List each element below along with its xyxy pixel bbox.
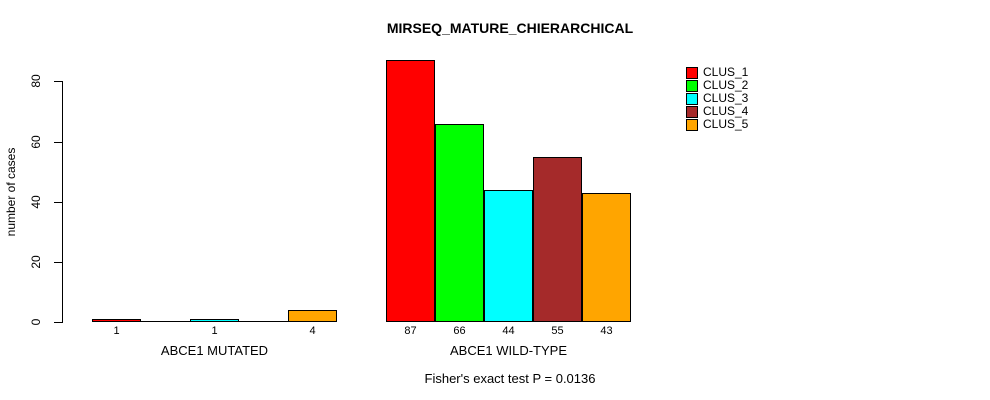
legend-swatch	[686, 79, 698, 92]
bar	[533, 157, 582, 322]
legend-item: CLUS_4	[686, 105, 748, 118]
bar-value-label: 87	[404, 325, 417, 337]
footer-annotation: Fisher's exact test P = 0.0136	[424, 371, 596, 386]
y-tick-label: 80	[29, 74, 43, 88]
bar-value-label: 44	[502, 325, 515, 337]
category-label: ABCE1 MUTATED	[160, 343, 269, 358]
category-label: ABCE1 WILD-TYPE	[449, 343, 568, 358]
y-tick	[54, 142, 62, 143]
bar-value-label: 4	[309, 325, 316, 337]
legend-swatch	[686, 92, 698, 105]
y-tick-label: 0	[29, 318, 43, 326]
bar	[582, 193, 631, 322]
bar-value-label: 66	[453, 325, 466, 337]
legend-swatch	[686, 105, 698, 118]
bar	[92, 319, 141, 322]
bar-value-label: 55	[551, 325, 564, 337]
legend-label: CLUS_1	[703, 65, 749, 79]
y-tick	[54, 202, 62, 203]
y-tick	[54, 262, 62, 263]
legend-label: CLUS_5	[703, 117, 749, 131]
y-tick	[54, 81, 62, 82]
chart-title: MIRSEQ_MATURE_CHIERARCHICAL	[386, 20, 634, 36]
bar	[386, 60, 435, 322]
legend-label: CLUS_4	[703, 104, 749, 118]
y-tick-label: 60	[29, 135, 43, 149]
bar	[190, 319, 239, 322]
legend: CLUS_1 CLUS_2 CLUS_3 CLUS_4 CLUS_5	[686, 66, 748, 131]
bar-value-label: 1	[113, 325, 120, 337]
legend-item: CLUS_2	[686, 79, 748, 92]
bar	[435, 124, 484, 322]
y-axis-line	[62, 81, 63, 323]
y-tick-label: 40	[29, 195, 43, 209]
legend-label: CLUS_3	[703, 91, 749, 105]
legend-swatch	[686, 118, 698, 131]
y-tick-label: 20	[29, 255, 43, 269]
legend-swatch	[686, 66, 698, 79]
legend-item: CLUS_5	[686, 118, 748, 131]
y-tick	[54, 322, 62, 323]
y-axis-label: number of cases	[4, 147, 18, 237]
bar-value-label: 43	[600, 325, 613, 337]
legend-item: CLUS_3	[686, 92, 748, 105]
legend-item: CLUS_1	[686, 66, 748, 79]
legend-label: CLUS_2	[703, 78, 749, 92]
bar-value-label: 1	[211, 325, 218, 337]
bar	[484, 190, 533, 322]
bar	[288, 310, 337, 322]
